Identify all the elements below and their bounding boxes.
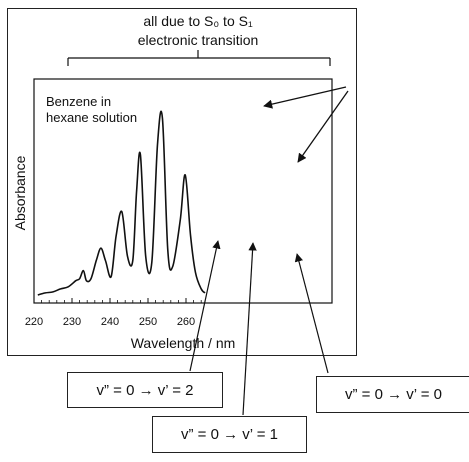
annotation-v0-to-v0: v” = 0 → v’ = 0 — [316, 376, 469, 413]
inset-label-line1: Benzene in — [46, 94, 111, 109]
x-tick-label-220: 220 — [25, 316, 43, 328]
arrow-to-peak-254 — [263, 86, 347, 109]
arrow-label-v1 — [242, 242, 257, 416]
x-axis-ticks: 220 230 240 250 260 — [25, 298, 202, 328]
x-tick-label-230: 230 — [63, 316, 81, 328]
arrow-label-v0 — [294, 253, 329, 374]
arrow-label-v2 — [189, 240, 221, 372]
x-tick-label-260: 260 — [177, 316, 195, 328]
annotation-v0-to-v2: v” = 0 → v’ = 2 — [67, 372, 223, 408]
annotation-v0-to-v1: v” = 0 → v’ = 1 — [152, 416, 307, 453]
figure-frame — [7, 8, 357, 356]
inset-label-line2: hexane solution — [46, 110, 137, 125]
plot-frame — [33, 78, 333, 304]
y-axis-label: Absorbance — [12, 155, 28, 230]
x-tick-label-250: 250 — [139, 316, 157, 328]
arrow-to-peak-260 — [297, 90, 349, 163]
bracket-line2: electronic transition — [138, 32, 259, 48]
x-tick-label-240: 240 — [101, 316, 119, 328]
spectrum-line — [37, 110, 206, 296]
bracket — [67, 50, 331, 66]
bracket-line1: all due to S₀ to S₁ — [143, 13, 253, 29]
x-axis-label: Wavelength / nm — [131, 335, 236, 351]
